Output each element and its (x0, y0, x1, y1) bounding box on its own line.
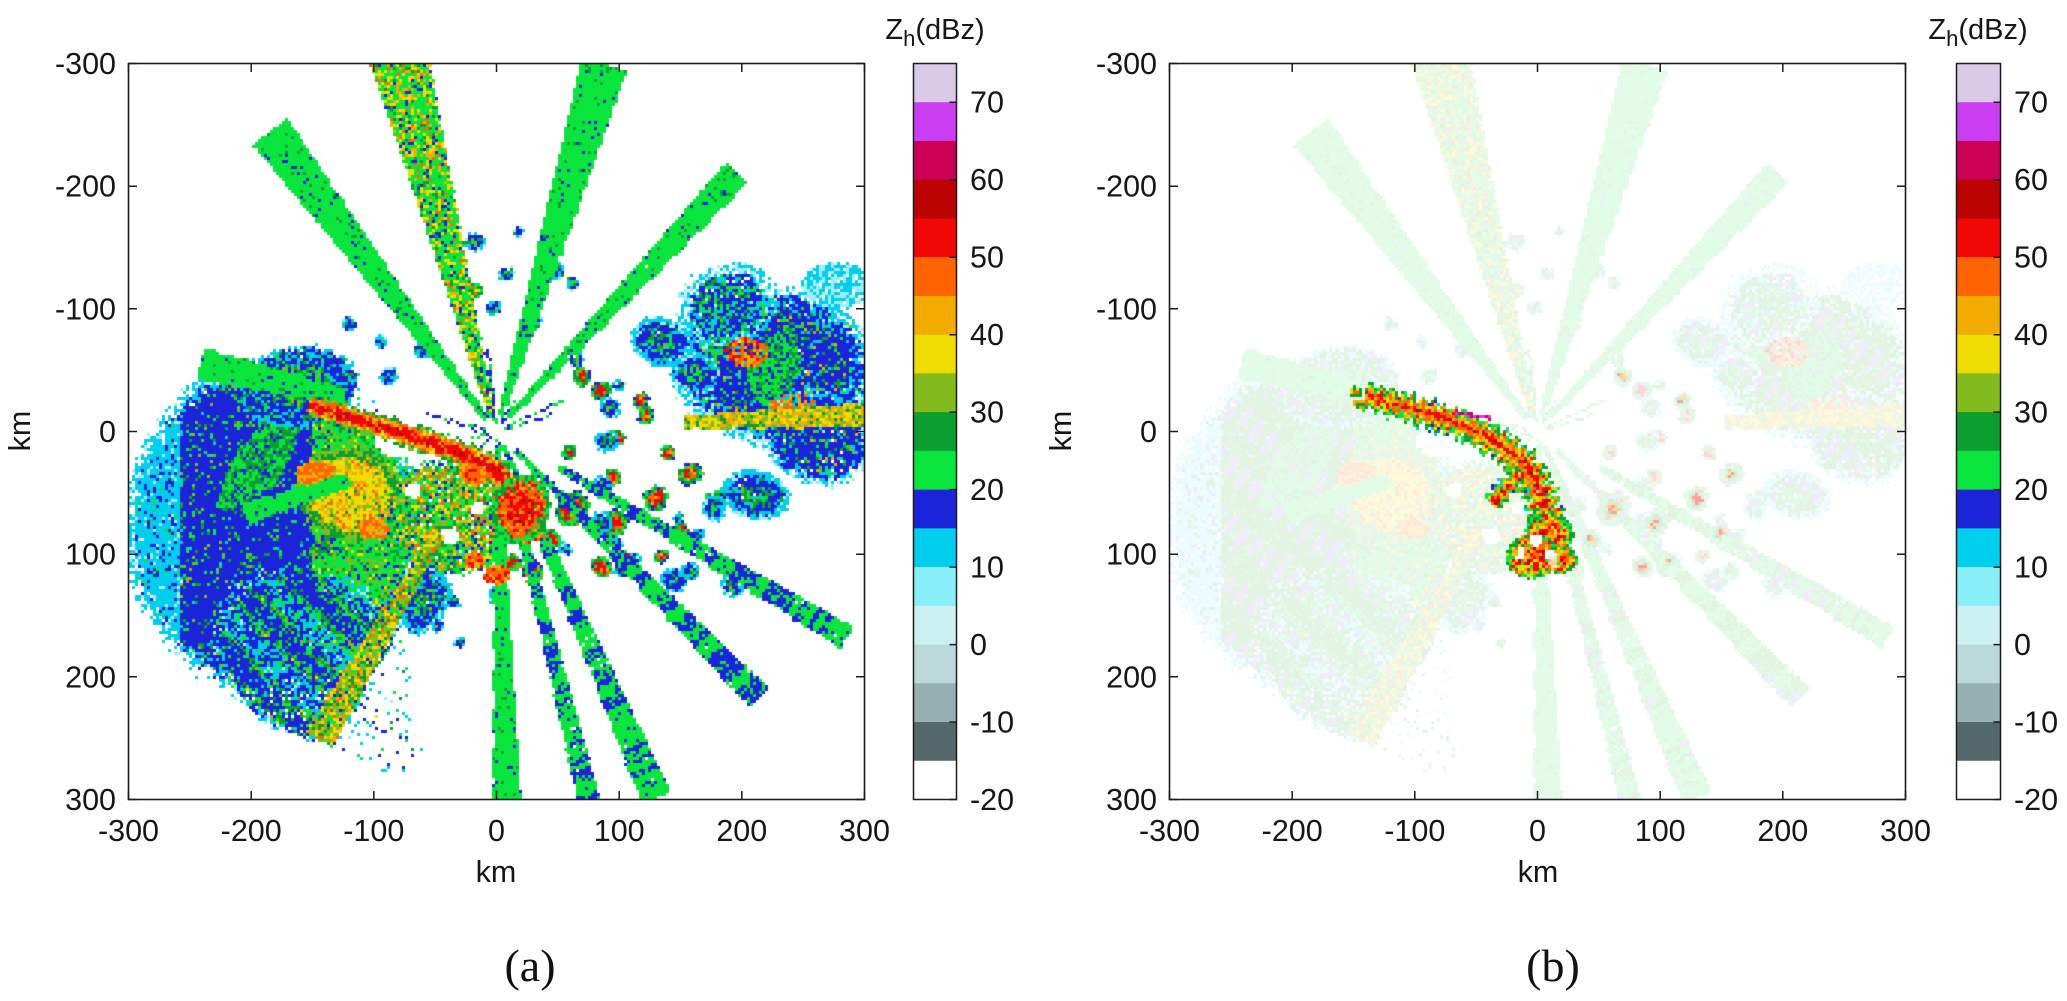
svg-text:0: 0 (970, 628, 987, 662)
svg-text:10: 10 (970, 551, 1004, 585)
svg-text:70: 70 (970, 86, 1004, 120)
svg-text:100: 100 (1635, 814, 1686, 848)
svg-text:-200: -200 (1096, 170, 1157, 204)
svg-text:km: km (1518, 855, 1559, 889)
svg-text:100: 100 (594, 814, 645, 848)
svg-text:-100: -100 (343, 814, 404, 848)
svg-text:200: 200 (65, 660, 116, 694)
svg-text:-300: -300 (98, 814, 159, 848)
svg-text:-300: -300 (55, 47, 116, 81)
svg-text:300: 300 (1880, 814, 1931, 848)
svg-text:0: 0 (1140, 415, 1157, 449)
svg-text:20: 20 (970, 473, 1004, 507)
svg-text:60: 60 (970, 163, 1004, 197)
svg-text:50: 50 (2014, 241, 2048, 275)
svg-text:-200: -200 (55, 170, 116, 204)
svg-text:-10: -10 (2014, 706, 2058, 740)
svg-text:-300: -300 (1139, 814, 1200, 848)
svg-text:(b): (b) (1526, 940, 1580, 991)
svg-text:60: 60 (2014, 163, 2048, 197)
svg-text:-100: -100 (1384, 814, 1445, 848)
svg-text:km: km (3, 411, 37, 452)
svg-text:50: 50 (970, 241, 1004, 275)
svg-text:200: 200 (1106, 660, 1157, 694)
svg-text:200: 200 (1757, 814, 1808, 848)
svg-text:0: 0 (488, 814, 505, 848)
svg-text:10: 10 (2014, 551, 2048, 585)
svg-text:-200: -200 (221, 814, 282, 848)
svg-text:km: km (1044, 411, 1078, 452)
svg-text:200: 200 (716, 814, 767, 848)
svg-text:Zh(dBz): Zh(dBz) (885, 14, 984, 51)
svg-text:300: 300 (1106, 783, 1157, 817)
svg-text:0: 0 (99, 415, 116, 449)
svg-text:-20: -20 (2014, 783, 2058, 817)
svg-text:40: 40 (970, 318, 1004, 352)
svg-text:(a): (a) (504, 940, 555, 991)
svg-text:0: 0 (2014, 628, 2031, 662)
svg-text:30: 30 (2014, 396, 2048, 430)
svg-text:km: km (476, 855, 517, 889)
svg-text:300: 300 (839, 814, 890, 848)
svg-text:30: 30 (970, 396, 1004, 430)
svg-text:Zh(dBz): Zh(dBz) (1928, 14, 2027, 51)
svg-text:-100: -100 (55, 292, 116, 326)
svg-text:0: 0 (1529, 814, 1546, 848)
svg-text:100: 100 (65, 538, 116, 572)
svg-text:-10: -10 (970, 706, 1014, 740)
svg-text:-20: -20 (970, 783, 1014, 817)
svg-text:-200: -200 (1262, 814, 1323, 848)
svg-text:40: 40 (2014, 318, 2048, 352)
svg-text:70: 70 (2014, 86, 2048, 120)
svg-text:-100: -100 (1096, 292, 1157, 326)
svg-text:20: 20 (2014, 473, 2048, 507)
svg-text:100: 100 (1106, 538, 1157, 572)
svg-text:300: 300 (65, 783, 116, 817)
svg-text:-300: -300 (1096, 47, 1157, 81)
